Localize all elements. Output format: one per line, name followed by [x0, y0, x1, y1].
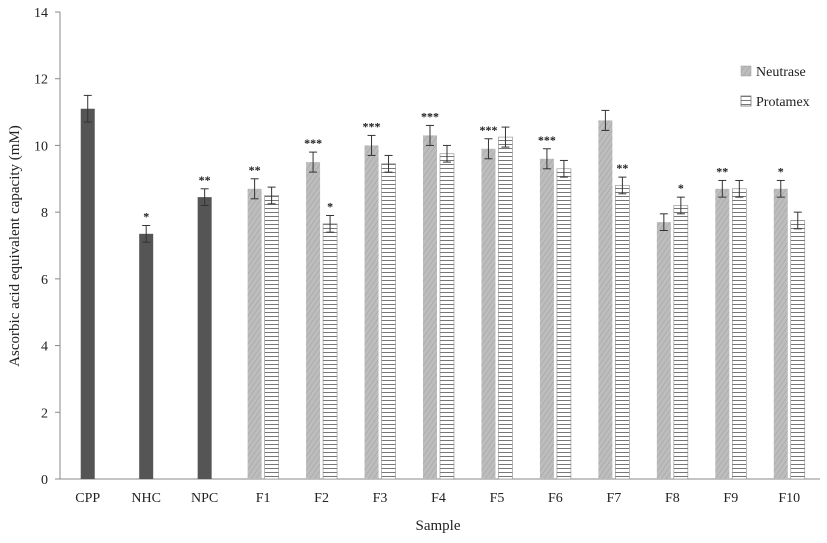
significance-marker: ***: [538, 133, 556, 147]
legend-label-protamex: Protamex: [756, 95, 810, 110]
significance-marker: ***: [479, 123, 497, 137]
x-tick-label: F9: [723, 491, 738, 506]
x-tick-label: F5: [490, 491, 505, 506]
bar-protamex-f5: [498, 136, 513, 480]
bars: ************************** *: [80, 94, 806, 480]
y-tick-label: 4: [41, 340, 48, 355]
bar-protamex-f4: [439, 153, 455, 480]
y-tick-label: 14: [34, 6, 48, 21]
bar-protamex-f3: [381, 163, 396, 480]
bar-neutrase-f6: [539, 158, 554, 479]
bar-neutrase-f7: [598, 120, 613, 480]
y-tick-label: 0: [41, 473, 48, 488]
y-tick-label: 6: [41, 273, 48, 288]
significance-marker: **: [716, 164, 728, 178]
significance-marker: *: [327, 199, 333, 213]
y-tick-label: 12: [34, 73, 48, 88]
x-axis-ticks: CPP NHC NPC F1 F2 F3 F4 F5 F6 F7 F8 F9 F10: [75, 491, 800, 506]
bar-protamex-f2: [322, 223, 338, 480]
x-tick-label: F1: [256, 491, 271, 506]
significance-marker: *: [778, 164, 784, 178]
y-tick-label: 8: [41, 206, 48, 221]
x-tick-label: F8: [665, 491, 680, 506]
significance-marker: **: [616, 161, 628, 175]
bar-protamex-f6: [556, 168, 572, 480]
bar-neutrase-f9: [715, 188, 730, 480]
bar-protamex-f7: [615, 185, 630, 480]
bar-neutrase-f10: [773, 188, 788, 480]
legend-swatch-protamex: [740, 95, 752, 107]
significance-marker: ***: [363, 119, 381, 133]
y-axis-title: Ascorbic acid equivalent capacity (mM): [7, 125, 23, 367]
x-axis-title: Sample: [416, 518, 461, 534]
x-tick-label: CPP: [75, 491, 100, 506]
y-axis-ticks: 0 2 4 6 8 10 12 14: [34, 6, 60, 488]
significance-marker: *: [143, 209, 149, 223]
x-tick-label: F10: [778, 491, 800, 506]
bar-cpp: [80, 108, 95, 479]
y-tick-label: 10: [34, 139, 48, 154]
legend: Neutrase Protamex: [740, 65, 810, 110]
x-tick-label: F4: [431, 491, 446, 506]
bar-protamex-f1: [264, 195, 279, 480]
x-tick-label: F3: [373, 491, 388, 506]
bar-neutrase-f1: [247, 188, 262, 480]
y-tick-label: 2: [41, 406, 48, 421]
legend-swatch-neutrase: [740, 65, 752, 77]
x-tick-label: NPC: [191, 491, 218, 506]
bar-neutrase-f8: [656, 222, 671, 479]
significance-marker: **: [249, 163, 261, 177]
bar-neutrase-f2: [306, 162, 321, 479]
bar-npc: [197, 197, 212, 479]
bar-neutrase-f5: [481, 148, 496, 479]
significance-marker: *: [678, 181, 684, 195]
bar-neutrase-f3: [364, 145, 379, 479]
bar-nhc: [139, 233, 154, 479]
bar-protamex-f9: [732, 188, 747, 480]
x-tick-label: F2: [314, 491, 329, 506]
significance-marker: ***: [304, 136, 322, 150]
x-tick-label: F7: [606, 491, 621, 506]
significance-marker: ***: [421, 109, 439, 123]
significance-marker: **: [199, 173, 211, 187]
x-tick-label: F6: [548, 491, 563, 506]
legend-label-neutrase: Neutrase: [756, 65, 806, 80]
bar-neutrase-f4: [423, 135, 437, 479]
x-tick-label: NHC: [131, 491, 161, 506]
bar-protamex-f8: [673, 205, 689, 480]
bar-protamex-f10: [790, 220, 806, 480]
